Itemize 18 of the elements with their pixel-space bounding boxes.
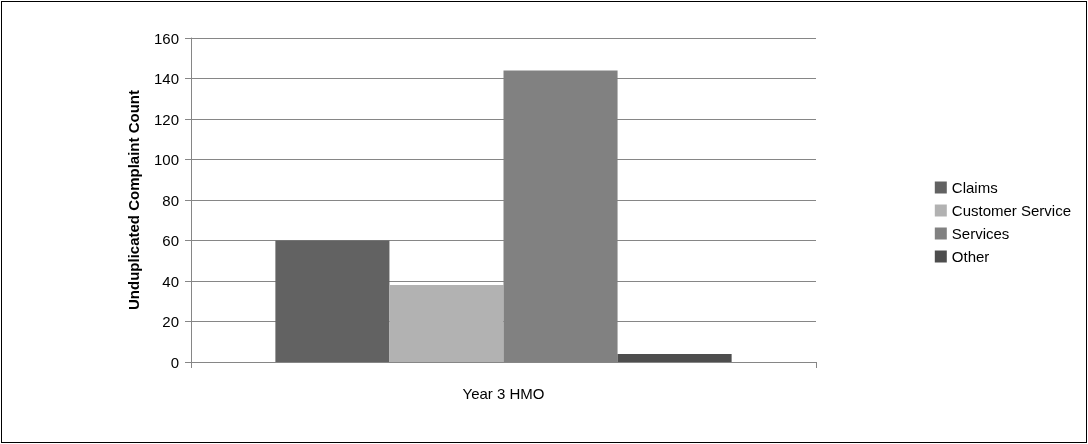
legend-label: Customer Service: [951, 202, 1071, 219]
y-tick-label: 140: [153, 70, 179, 87]
legend-label: Services: [951, 225, 1010, 242]
legend-label: Other: [951, 248, 990, 265]
y-tick-label: 20: [162, 313, 179, 330]
y-tick-label: 120: [153, 110, 179, 128]
y-tick-label: 40: [162, 272, 179, 290]
legend-label: Claims: [951, 179, 998, 196]
x-tick-label: Year 3 HMO: [462, 385, 545, 402]
bar: [389, 285, 504, 362]
y-tick-label: 80: [162, 191, 179, 209]
bar: [617, 353, 732, 362]
y-tick-label: 0: [170, 353, 179, 371]
y-tick-label: 60: [162, 232, 179, 249]
bar: [275, 240, 390, 362]
y-tick-label: 160: [153, 29, 179, 47]
y-tick-label: 100: [153, 151, 179, 168]
y-axis-title: Unduplicated Complaint Count: [124, 90, 142, 310]
